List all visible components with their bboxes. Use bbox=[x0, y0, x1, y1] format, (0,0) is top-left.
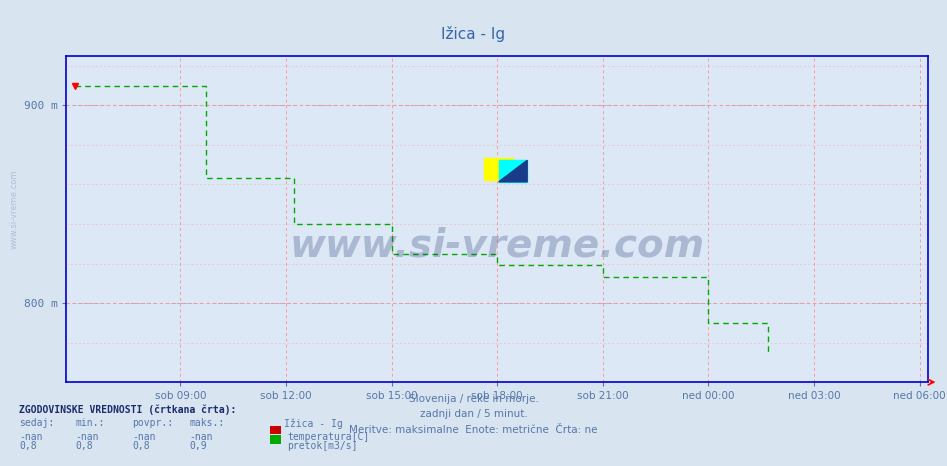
Text: min.:: min.: bbox=[76, 418, 105, 428]
Text: www.si-vreme.com: www.si-vreme.com bbox=[290, 226, 705, 264]
Text: -nan: -nan bbox=[19, 432, 43, 442]
Text: povpr.:: povpr.: bbox=[133, 418, 173, 428]
Text: 0,8: 0,8 bbox=[19, 441, 37, 451]
Text: sedaj:: sedaj: bbox=[19, 418, 54, 428]
Text: -nan: -nan bbox=[133, 432, 156, 442]
Text: temperatura[C]: temperatura[C] bbox=[287, 432, 369, 442]
Text: 0,9: 0,9 bbox=[189, 441, 207, 451]
Bar bbox=[484, 158, 512, 180]
Text: Meritve: maksimalne  Enote: metrične  Črta: ne: Meritve: maksimalne Enote: metrične Črta… bbox=[349, 425, 598, 434]
Text: -nan: -nan bbox=[189, 432, 213, 442]
Text: maks.:: maks.: bbox=[189, 418, 224, 428]
Text: 0,8: 0,8 bbox=[133, 441, 151, 451]
Bar bbox=[499, 160, 527, 182]
Text: Slovenija / reke in morje.: Slovenija / reke in morje. bbox=[408, 394, 539, 404]
Text: zadnji dan / 5 minut.: zadnji dan / 5 minut. bbox=[420, 409, 527, 419]
Text: ZGODOVINSKE VREDNOSTI (črtkana črta):: ZGODOVINSKE VREDNOSTI (črtkana črta): bbox=[19, 404, 237, 415]
Text: pretok[m3/s]: pretok[m3/s] bbox=[287, 441, 357, 451]
Text: Ižica - Ig: Ižica - Ig bbox=[284, 418, 343, 429]
Text: www.si-vreme.com: www.si-vreme.com bbox=[9, 170, 19, 249]
Text: 0,8: 0,8 bbox=[76, 441, 94, 451]
Polygon shape bbox=[499, 160, 527, 182]
Text: Ižica - Ig: Ižica - Ig bbox=[441, 26, 506, 41]
Text: -nan: -nan bbox=[76, 432, 99, 442]
